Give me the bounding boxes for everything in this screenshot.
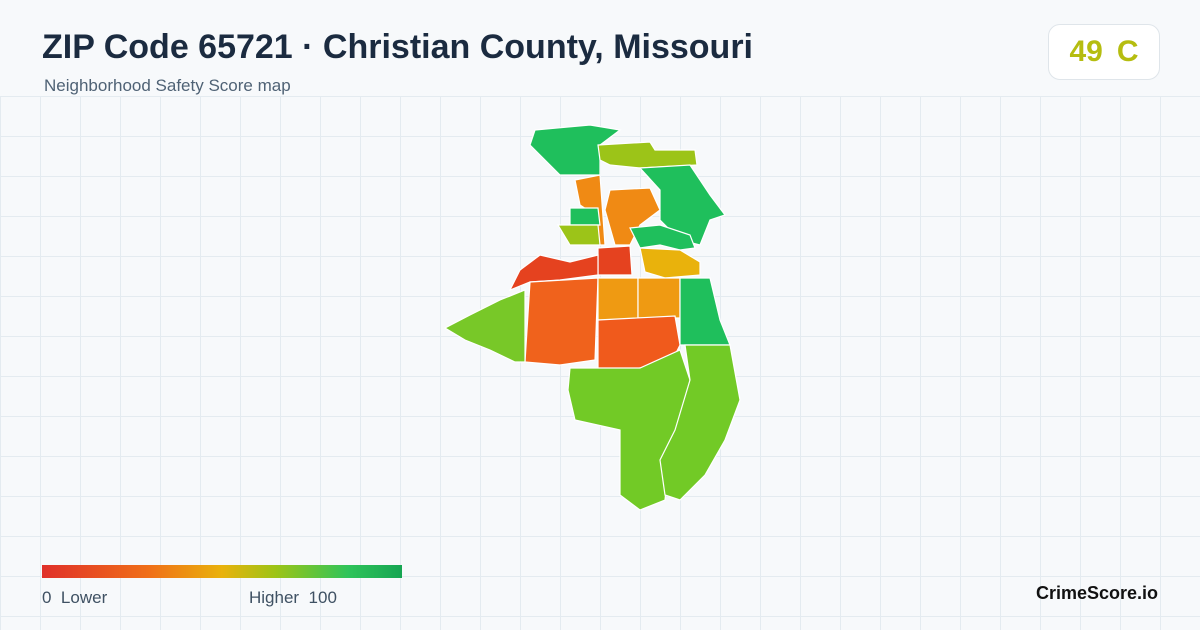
legend-high-label: Higher xyxy=(249,588,300,607)
region xyxy=(556,224,601,246)
region xyxy=(597,141,698,169)
legend-gradient xyxy=(42,565,402,578)
title: ZIP Code 65721 · Christian County, Misso… xyxy=(42,28,753,66)
region xyxy=(639,247,701,279)
legend-high: Higher 100 xyxy=(249,588,337,608)
region xyxy=(637,277,681,319)
region xyxy=(638,164,726,246)
region xyxy=(524,277,599,366)
region xyxy=(597,245,633,276)
legend-max: 100 xyxy=(308,588,337,607)
score: 49 xyxy=(1069,35,1103,68)
legend-low: 0 Lower xyxy=(42,588,107,608)
region xyxy=(569,207,601,226)
region xyxy=(443,289,526,363)
region xyxy=(597,277,639,321)
grade: C xyxy=(1116,35,1139,68)
region xyxy=(508,254,599,292)
region xyxy=(629,224,696,251)
subtitle: Neighborhood Safety Score map xyxy=(44,76,291,95)
legend-low-label: Lower xyxy=(60,588,108,607)
brand: CrimeScore.io xyxy=(1036,583,1159,603)
legend-min: 0 xyxy=(42,588,52,607)
region xyxy=(659,344,741,501)
region xyxy=(567,349,691,511)
region xyxy=(679,277,731,346)
score-badge: 49 C xyxy=(1048,24,1160,80)
